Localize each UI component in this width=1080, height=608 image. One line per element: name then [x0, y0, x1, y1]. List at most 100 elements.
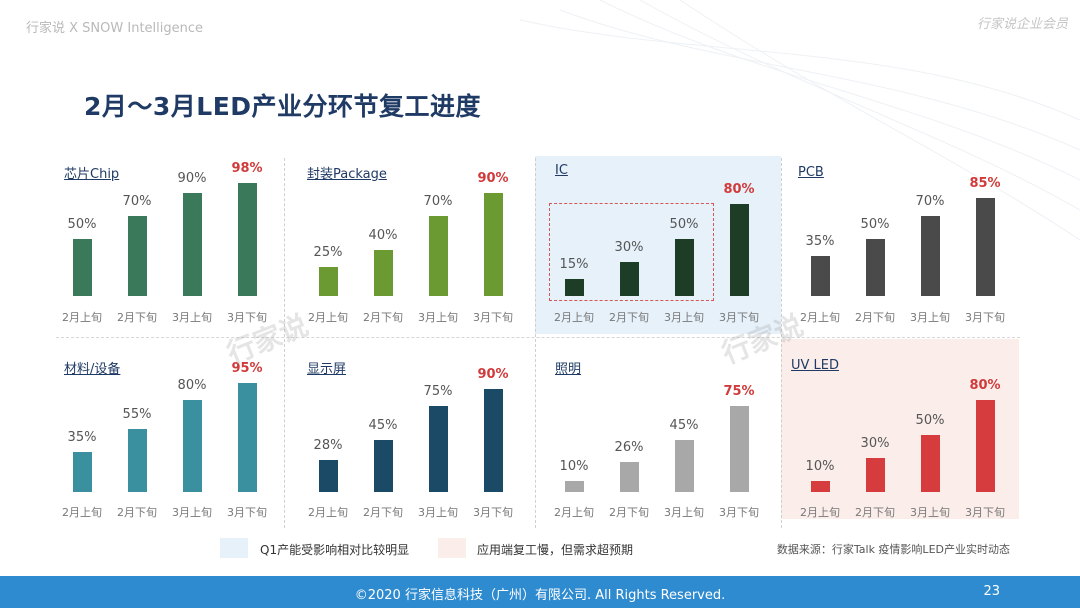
data-source: 数据来源：行家Talk 疫情影响LED产业实时动态: [776, 543, 1010, 556]
divider: [56, 337, 1020, 338]
panel-title: UV LED: [791, 358, 840, 373]
category-label: 3月上旬: [664, 311, 704, 324]
panel-title: IC: [555, 163, 568, 178]
category-label: 3月下旬: [473, 311, 513, 324]
category-label: 3月上旬: [910, 311, 950, 324]
panel-title: 封装Package: [307, 167, 387, 182]
bar: [920, 215, 940, 296]
data-label: 25%: [313, 245, 343, 261]
category-label: 3月下旬: [719, 506, 759, 519]
data-label: 50%: [860, 216, 890, 232]
panel-title: 显示屏: [307, 362, 347, 377]
category-label: 3月上旬: [664, 506, 704, 519]
category-label: 2月上旬: [554, 506, 594, 519]
bar: [619, 462, 639, 492]
category-label: 2月下旬: [117, 506, 157, 519]
data-label: 30%: [614, 239, 644, 255]
data-label: 90%: [477, 366, 509, 382]
bar: [810, 255, 830, 296]
data-label: 35%: [805, 233, 835, 249]
panel-title: 芯片Chip: [64, 167, 120, 182]
header-brand: 行家说 X SNOW Intelligence: [26, 21, 204, 36]
data-label: 75%: [423, 383, 453, 399]
category-label: 3月下旬: [227, 311, 267, 324]
data-label: 90%: [477, 170, 509, 186]
page-number: 23: [983, 584, 1000, 599]
bar: [564, 480, 584, 492]
data-label: 50%: [67, 216, 97, 232]
bar: [182, 400, 202, 492]
category-label: 2月上旬: [62, 506, 102, 519]
category-label: 2月下旬: [363, 311, 403, 324]
category-label: 3月上旬: [418, 506, 458, 519]
bar: [428, 405, 448, 492]
bar: [975, 400, 995, 492]
bar: [975, 198, 995, 296]
legend-label-blue: Q1产能受影响相对比较明显: [260, 543, 410, 557]
data-label: 50%: [915, 412, 945, 428]
bar: [483, 388, 503, 492]
data-label: 15%: [559, 256, 589, 272]
legend-swatch-pink: [438, 538, 466, 558]
bar: [865, 238, 885, 296]
category-label: 3月上旬: [418, 311, 458, 324]
data-label: 28%: [313, 437, 343, 453]
bar: [865, 457, 885, 492]
data-label: 80%: [723, 182, 755, 197]
divider: [284, 158, 285, 528]
category-label: 2月上旬: [800, 506, 840, 519]
data-label: 75%: [723, 383, 755, 399]
panel-title: 照明: [555, 362, 582, 377]
footer-bar: ©2020 行家信息科技（广州）有限公司. All Rights Reserve…: [0, 576, 1080, 608]
bar: [920, 434, 940, 492]
category-label: 3月上旬: [910, 506, 950, 519]
data-label: 80%: [177, 378, 207, 393]
legend-swatch-blue: [220, 538, 248, 558]
data-label: 26%: [614, 440, 644, 456]
category-label: 2月下旬: [855, 506, 895, 519]
category-label: 2月下旬: [363, 506, 403, 519]
bar: [729, 204, 749, 296]
bar: [127, 215, 147, 296]
category-label: 3月下旬: [965, 311, 1005, 324]
data-label: 70%: [423, 193, 453, 209]
bar: [182, 192, 202, 296]
bar: [729, 405, 749, 492]
bar: [373, 440, 393, 492]
category-label: 2月上旬: [62, 311, 102, 324]
legend-label-pink: 应用端复工慢，但需求超预期: [477, 543, 634, 557]
data-label: 45%: [368, 418, 398, 434]
header-member: 行家说企业会员: [976, 17, 1068, 32]
bar: [373, 250, 393, 296]
data-label: 10%: [559, 458, 589, 474]
data-label: 90%: [177, 170, 207, 186]
category-label: 2月上旬: [308, 506, 348, 519]
bar: [237, 183, 257, 296]
category-label: 2月下旬: [117, 311, 157, 324]
category-label: 2月下旬: [609, 506, 649, 519]
data-label: 70%: [915, 193, 945, 209]
bar: [127, 428, 147, 492]
data-label: 50%: [669, 216, 699, 232]
category-label: 3月下旬: [965, 506, 1005, 519]
data-label: 70%: [122, 193, 152, 209]
bar: [318, 267, 338, 296]
data-label: 85%: [969, 176, 1001, 192]
panel-title: PCB: [798, 165, 824, 180]
bar: [674, 440, 694, 492]
page-title: 2月～3月LED产业分环节复工进度: [84, 92, 482, 121]
data-label: 40%: [368, 228, 398, 243]
category-label: 3月上旬: [172, 311, 212, 324]
data-label: 95%: [231, 360, 263, 376]
category-label: 2月下旬: [855, 311, 895, 324]
data-label: 80%: [969, 378, 1001, 393]
divider: [781, 158, 782, 528]
bar: [428, 215, 448, 296]
divider: [535, 158, 536, 528]
bar: [619, 261, 639, 296]
bar: [72, 238, 92, 296]
bar: [237, 382, 257, 492]
data-label: 98%: [231, 161, 263, 177]
data-label: 30%: [860, 435, 890, 451]
